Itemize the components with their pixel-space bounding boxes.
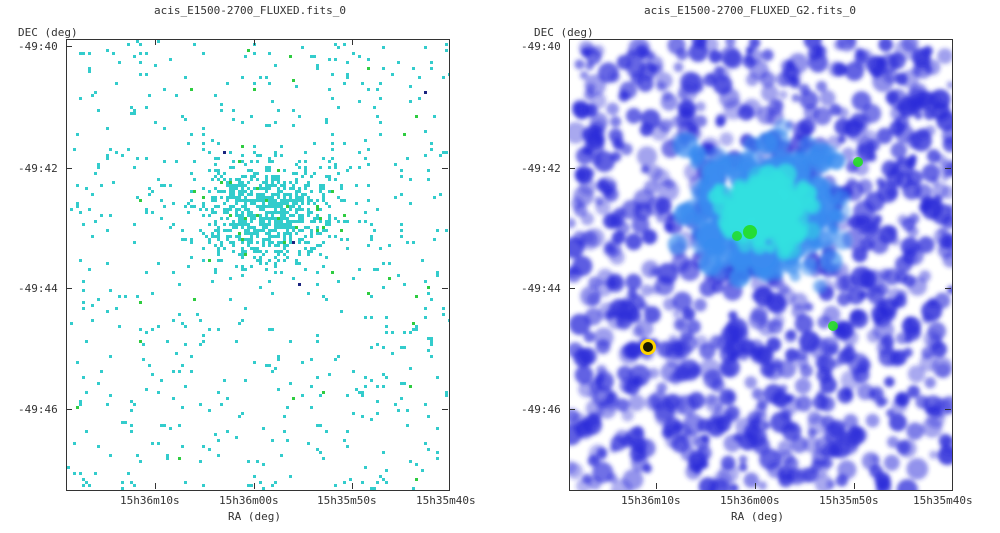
y-tick <box>569 288 575 289</box>
y-tick-label: -49:40 <box>18 40 58 53</box>
x-tick-label: 15h36m10s <box>621 494 681 507</box>
fits-image-sparse[interactable] <box>67 40 449 490</box>
y-tick <box>442 288 448 289</box>
x-tick-label: 15h35m50s <box>317 494 377 507</box>
y-tick-label: -49:44 <box>18 282 58 295</box>
x-tick-label: 15h36m00s <box>720 494 780 507</box>
y-tick <box>945 168 951 169</box>
y-tick <box>66 288 72 289</box>
x-tick <box>755 483 756 489</box>
fits-image-smoothed[interactable] <box>570 40 952 490</box>
x-tick <box>352 483 353 489</box>
y-tick-label: -49:40 <box>521 40 561 53</box>
y-tick-label: -49:44 <box>521 282 561 295</box>
y-tick <box>442 168 448 169</box>
x-tick-label: 15h35m40s <box>913 494 973 507</box>
y-tick <box>66 46 72 47</box>
y-tick <box>442 409 448 410</box>
y-tick <box>945 409 951 410</box>
right-image-panel: acis_E1500-2700_FLUXED_G2.fits_0 DEC (de… <box>500 0 1000 533</box>
x-tick <box>155 39 156 45</box>
y-tick <box>569 168 575 169</box>
y-axis-label: DEC (deg) <box>534 26 594 39</box>
x-tick-label: 15h35m40s <box>416 494 476 507</box>
y-tick-label: -49:42 <box>521 162 561 175</box>
x-tick-label: 15h36m10s <box>120 494 180 507</box>
panel-title: acis_E1500-2700_FLUXED_G2.fits_0 <box>644 4 856 17</box>
x-tick <box>254 39 255 45</box>
x-tick <box>254 483 255 489</box>
y-tick <box>569 409 575 410</box>
y-tick <box>66 168 72 169</box>
x-tick-label: 15h36m00s <box>219 494 279 507</box>
x-axis-label: RA (deg) <box>228 510 281 523</box>
x-axis-label: RA (deg) <box>731 510 784 523</box>
panel-title: acis_E1500-2700_FLUXED.fits_0 <box>153 4 347 17</box>
y-tick <box>945 288 951 289</box>
x-tick <box>155 483 156 489</box>
y-tick-label: -49:46 <box>18 403 58 416</box>
y-axis-label: DEC (deg) <box>18 26 78 39</box>
y-tick <box>66 409 72 410</box>
x-tick-label: 15h35m50s <box>819 494 879 507</box>
y-tick-label: -49:46 <box>521 403 561 416</box>
sparse-pixel-map <box>67 40 449 490</box>
smoothed-intensity-map <box>570 40 952 490</box>
left-image-panel: acis_E1500-2700_FLUXED.fits_0 DEC (deg) … <box>18 4 476 523</box>
x-tick <box>352 39 353 45</box>
x-tick <box>656 483 657 489</box>
x-tick <box>854 483 855 489</box>
y-tick-label: -49:42 <box>18 162 58 175</box>
